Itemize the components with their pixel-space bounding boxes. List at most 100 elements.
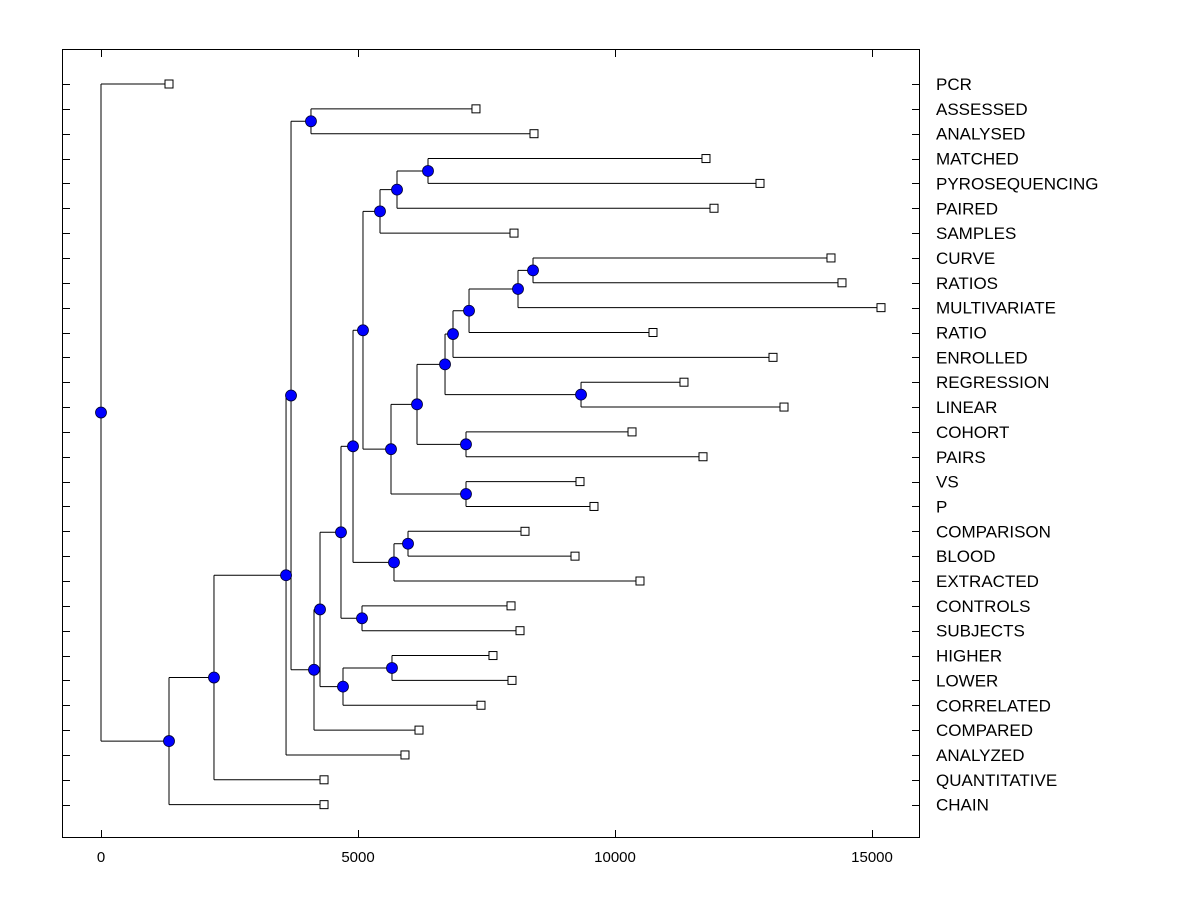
cluster-node [439, 358, 451, 371]
cluster-node [460, 438, 472, 451]
leaf-labels: PCR ASSESSED ANALYSED MATCHED PYROSEQUENCING… [936, 75, 1098, 815]
leaf-marker-analyzed [400, 750, 410, 760]
leaf-label-controls: CONTROLS [936, 597, 1030, 616]
x-axis-ticks: 0 5000 10000 15000 [97, 49, 893, 866]
leaf-marker-matched [701, 154, 711, 164]
cluster-node [447, 328, 459, 340]
x-tick-label: 0 [97, 849, 105, 866]
cluster-node [391, 183, 403, 196]
leaf-label-assessed: ASSESSED [936, 100, 1028, 119]
leaf-marker-pcr [164, 79, 174, 89]
cluster-node [385, 443, 397, 456]
cluster-node [527, 264, 539, 277]
leaf-marker-linear [779, 402, 789, 412]
cluster-node [208, 671, 220, 684]
leaf-marker-blood [570, 551, 580, 561]
leaf-label-quantitative: QUANTITATIVE [936, 771, 1057, 790]
leaf-marker-enrolled [768, 352, 778, 362]
cluster-node [335, 526, 347, 539]
leaf-marker-subjects [515, 626, 525, 636]
leaf-label-chain: CHAIN [936, 796, 989, 815]
leaf-marker-multivariate [876, 303, 886, 313]
cluster-node [422, 165, 434, 177]
leaf-label-lower: LOWER [936, 671, 998, 690]
leaf-label-higher: HIGHER [936, 647, 1002, 666]
cluster-node [374, 205, 386, 218]
leaf-label-pyrosequencing: PYROSEQUENCING [936, 174, 1098, 193]
cluster-node [388, 556, 400, 569]
leaf-label-cohort: COHORT [936, 423, 1009, 442]
leaf-label-vs: VS [936, 473, 959, 492]
leaf-label-extracted: EXTRACTED [936, 572, 1039, 591]
internal-nodes [95, 115, 587, 747]
plot-frame [62, 49, 920, 838]
cluster-node [314, 603, 326, 616]
leaf-markers [164, 79, 886, 810]
cluster-node [512, 283, 524, 295]
leaf-marker-cohort [627, 427, 637, 437]
cluster-node [463, 304, 475, 317]
x-tick-label: 15000 [851, 849, 893, 866]
leaf-label-ratio: RATIO [936, 324, 987, 343]
leaf-marker-curve [826, 253, 836, 263]
leaf-label-linear: LINEAR [936, 398, 997, 417]
branches [100, 83, 881, 806]
leaf-label-paired: PAIRED [936, 199, 998, 218]
leaf-marker-compared [414, 725, 424, 735]
cluster-node [308, 663, 320, 676]
leaf-label-correlated: CORRELATED [936, 696, 1051, 715]
cluster-node [347, 440, 359, 453]
x-tick-label: 5000 [341, 849, 374, 866]
leaf-label-subjects: SUBJECTS [936, 622, 1025, 641]
leaf-label-curve: CURVE [936, 249, 995, 268]
leaf-label-blood: BLOOD [936, 547, 996, 566]
leaf-marker-vs [575, 477, 585, 487]
leaf-label-regression: REGRESSION [936, 373, 1049, 392]
cluster-node [356, 612, 368, 625]
leaf-label-pairs: PAIRS [936, 448, 986, 467]
leaf-marker-assessed [471, 104, 481, 114]
leaf-marker-lower [507, 675, 517, 685]
leaf-marker-pairs [698, 452, 708, 462]
leaf-marker-controls [506, 601, 516, 611]
cluster-node [575, 388, 587, 401]
leaf-marker-higher [488, 651, 498, 661]
leaf-marker-ratio [648, 328, 658, 337]
leaf-label-enrolled: ENROLLED [936, 348, 1028, 367]
x-tick-label: 10000 [594, 849, 636, 866]
cluster-node [95, 406, 107, 419]
leaf-label-analyzed: ANALYZED [936, 746, 1025, 765]
leaf-label-p: P [936, 497, 947, 516]
leaf-marker-samples [509, 228, 519, 238]
leaf-label-compared: COMPARED [936, 721, 1033, 740]
leaf-label-comparison: COMPARISON [936, 522, 1051, 541]
axes [62, 49, 920, 838]
cluster-node [305, 115, 317, 128]
cluster-node [386, 662, 398, 674]
leaf-label-ratios: RATIOS [936, 274, 998, 293]
cluster-node [357, 324, 369, 337]
leaf-marker-p [589, 501, 599, 511]
leaf-marker-paired [709, 203, 719, 213]
cluster-node [460, 488, 472, 500]
cluster-node [163, 735, 175, 747]
leaf-label-pcr: PCR [936, 75, 972, 94]
leaf-label-samples: SAMPLES [936, 224, 1016, 243]
leaf-marker-extracted [635, 576, 645, 586]
leaf-marker-comparison [520, 526, 530, 536]
leaf-label-matched: MATCHED [936, 150, 1019, 169]
leaf-label-multivariate: MULTIVARIATE [936, 299, 1056, 318]
leaf-marker-chain [319, 800, 329, 810]
leaf-marker-analysed [529, 129, 539, 139]
leaf-marker-pyrosequencing [755, 178, 765, 188]
cluster-node [285, 389, 297, 402]
cluster-node [280, 569, 292, 582]
cluster-node [411, 398, 423, 411]
cluster-node [402, 537, 414, 550]
leaf-label-analysed: ANALYSED [936, 125, 1025, 144]
leaf-marker-ratios [837, 278, 847, 288]
cluster-node [337, 680, 349, 693]
leaf-marker-correlated [476, 700, 486, 710]
leaf-marker-quantitative [319, 775, 329, 785]
